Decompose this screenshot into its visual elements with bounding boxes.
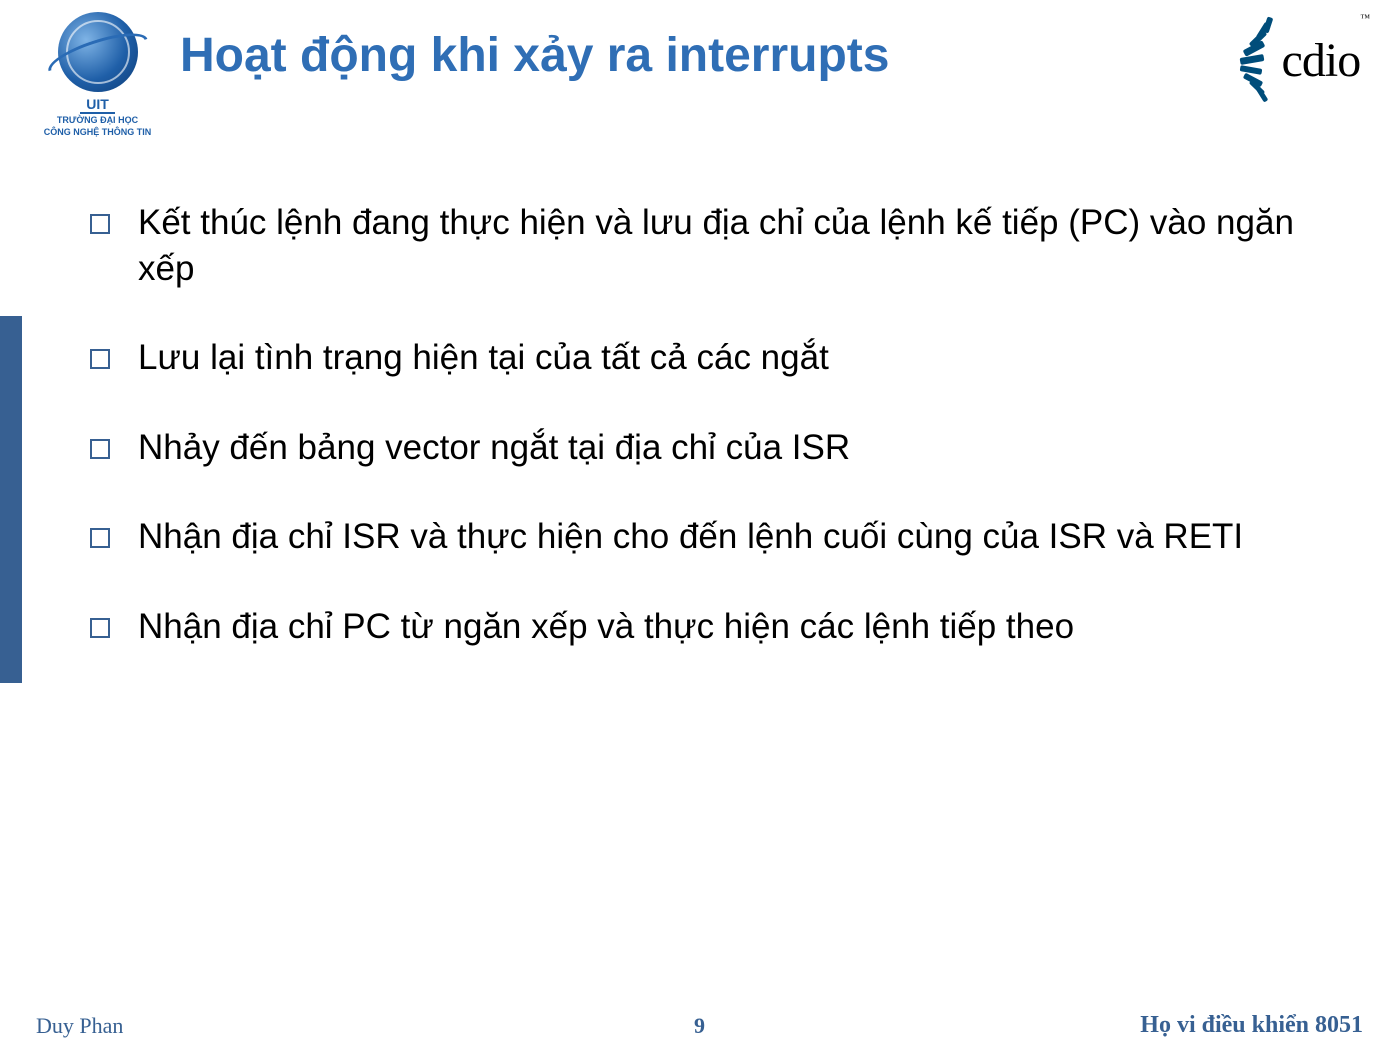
footer-author: Duy Phan	[36, 1013, 123, 1039]
uit-globe-icon	[58, 12, 138, 92]
cdio-arc-icon	[1232, 20, 1278, 100]
list-item: Kết thúc lệnh đang thực hiện và lưu địa …	[90, 200, 1329, 291]
cdio-logo-text: cdio™	[1282, 33, 1369, 88]
list-item: Nhảy đến bảng vector ngắt tại địa chỉ củ…	[90, 425, 1329, 471]
uit-logo-subtext-1: TRƯỜNG ĐẠI HỌC	[40, 116, 155, 126]
slide-title: Hoạt động khi xảy ra interrupts	[180, 28, 889, 83]
list-item: Nhận địa chỉ ISR và thực hiện cho đến lệ…	[90, 514, 1329, 560]
list-item: Nhận địa chỉ PC từ ngăn xếp và thực hiện…	[90, 604, 1329, 650]
uit-logo: UIT TRƯỜNG ĐẠI HỌC CÔNG NGHỆ THÔNG TIN	[40, 12, 155, 132]
side-accent-bar	[0, 316, 22, 683]
footer-page-number: 9	[694, 1013, 705, 1039]
uit-logo-subtext-2: CÔNG NGHỆ THÔNG TIN	[40, 128, 155, 138]
cdio-logo: cdio™	[1232, 20, 1369, 100]
footer-course: Họ vi điều khiển 8051	[1140, 1012, 1363, 1039]
list-item: Lưu lại tình trạng hiện tại của tất cả c…	[90, 335, 1329, 381]
uit-logo-text: UIT	[80, 96, 115, 114]
bullet-list: Kết thúc lệnh đang thực hiện và lưu địa …	[90, 200, 1329, 693]
